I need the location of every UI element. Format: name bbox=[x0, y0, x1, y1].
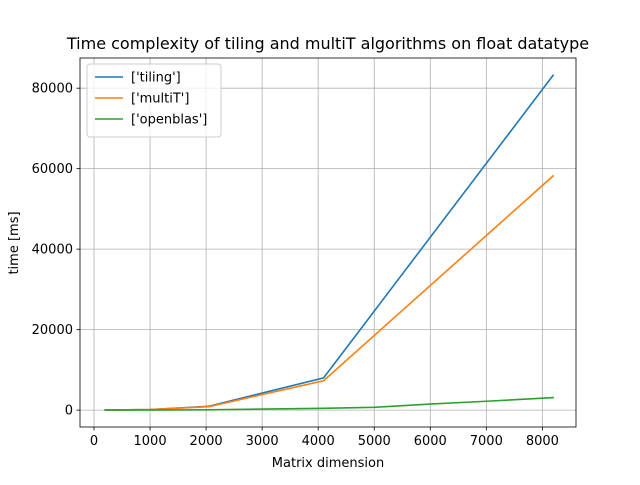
plot-area-frame bbox=[79, 57, 577, 428]
legend-label-2: ['multiT'] bbox=[131, 92, 189, 107]
x-tick-label: 5000 bbox=[358, 434, 391, 449]
x-tick-label: 4000 bbox=[302, 434, 335, 449]
y-tick-label: 80000 bbox=[32, 82, 73, 97]
x-tick-label: 0 bbox=[90, 434, 98, 449]
y-tick-label: 0 bbox=[65, 404, 73, 419]
series-lines bbox=[104, 74, 555, 411]
legend-label-1: ['tiling'] bbox=[131, 71, 181, 86]
x-tick-label: 7000 bbox=[470, 434, 503, 449]
x-tick-label: 6000 bbox=[414, 434, 447, 449]
y-tick-label: 40000 bbox=[32, 243, 73, 258]
axis-ticks: 0 1000 2000 3000 4000 5000 6000 7000 80000200004… bbox=[32, 82, 559, 449]
legend: ['tiling'] ['multiT'] ['openblas'] bbox=[86, 63, 222, 138]
x-tick-label: 1000 bbox=[134, 434, 167, 449]
x-tick-label: 3000 bbox=[246, 434, 279, 449]
x-axis-label: Matrix dimension bbox=[272, 456, 384, 471]
grid bbox=[80, 58, 576, 427]
chart-title: Time complexity of tiling and multiT alg… bbox=[66, 34, 589, 53]
legend-label-3: ['openblas'] bbox=[131, 113, 207, 128]
y-axis-label: time [ms] bbox=[7, 211, 22, 274]
series-line-3 bbox=[104, 396, 554, 411]
x-tick-label: 8000 bbox=[526, 434, 559, 449]
y-tick-label: 60000 bbox=[32, 162, 73, 177]
x-tick-label: 2000 bbox=[190, 434, 223, 449]
y-tick-label: 20000 bbox=[32, 323, 73, 338]
